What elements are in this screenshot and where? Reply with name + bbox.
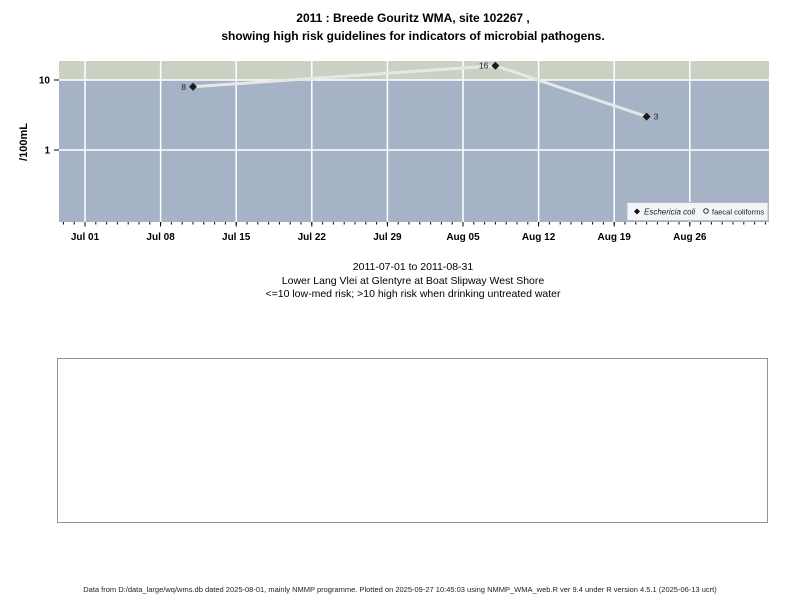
data-point-label: 8: [181, 82, 186, 92]
empty-second-panel: [57, 358, 768, 523]
legend-filled-diamond-icon: [634, 208, 640, 215]
svg-text:Aug 05: Aug 05: [446, 232, 480, 243]
svg-text:Jul 01: Jul 01: [71, 232, 100, 243]
legend: Eschericia coli faecal coliforms: [626, 202, 769, 221]
svg-text:Jul 22: Jul 22: [298, 232, 327, 243]
y-axis-title: /100mL: [18, 123, 30, 161]
data-point-label: 16: [479, 61, 489, 71]
svg-text:Jul 15: Jul 15: [222, 232, 251, 243]
legend-box: [626, 202, 769, 221]
chart-title-line2: showing high risk guidelines for indicat…: [221, 29, 605, 43]
chart-title-block: 2011 : Breede Gouritz WMA, site 102267 ,…: [57, 9, 769, 45]
svg-text:Jul 29: Jul 29: [373, 232, 402, 243]
legend-open-circle-icon: [703, 208, 709, 214]
legend-label: Eschericia coli: [644, 208, 695, 217]
legend-label: faecal coliforms: [712, 208, 764, 217]
chart-caption-block: 2011-07-01 to 2011-08-31 Lower Lang Vlei…: [57, 261, 769, 302]
footer-provenance-text: Data from D:/data_large/wq/wms.db dated …: [83, 585, 717, 594]
data-point-label: 3: [654, 112, 659, 122]
x-axis-labels: Jul 01 Jul 08 Jul 15 Jul 22 Jul 29 Aug 05 Aug …: [71, 232, 707, 243]
data-point-marker: [491, 61, 500, 70]
caption-site-name: Lower Lang Vlei at Glentyre at Boat Slip…: [281, 274, 545, 287]
gridlines: [59, 61, 769, 222]
data-point-marker: [642, 112, 651, 121]
risk-chart-svg: 8 16 3 Jul 01 Jul 08 Jul 15 Jul 22 Jul 29 Aug 05…: [18, 61, 769, 243]
svg-text:Aug 26: Aug 26: [673, 232, 707, 243]
svg-text:Aug 12: Aug 12: [522, 232, 556, 243]
y-axis-labels: 10 1: [39, 76, 51, 157]
caption-date-range: 2011-07-01 to 2011-08-31: [352, 261, 474, 273]
svg-text:10: 10: [39, 76, 51, 87]
svg-text:Aug 19: Aug 19: [598, 232, 632, 243]
data-point-marker: [189, 82, 197, 91]
axis-ticks: [54, 79, 766, 227]
caption-risk-note: <=10 low-med risk; >10 high risk when dr…: [265, 288, 561, 300]
svg-text:1: 1: [44, 146, 50, 157]
svg-text:Jul 08: Jul 08: [146, 232, 175, 243]
chart-title-line1: 2011 : Breede Gouritz WMA, site 102267 ,: [296, 11, 530, 25]
plot-background: [59, 61, 769, 222]
